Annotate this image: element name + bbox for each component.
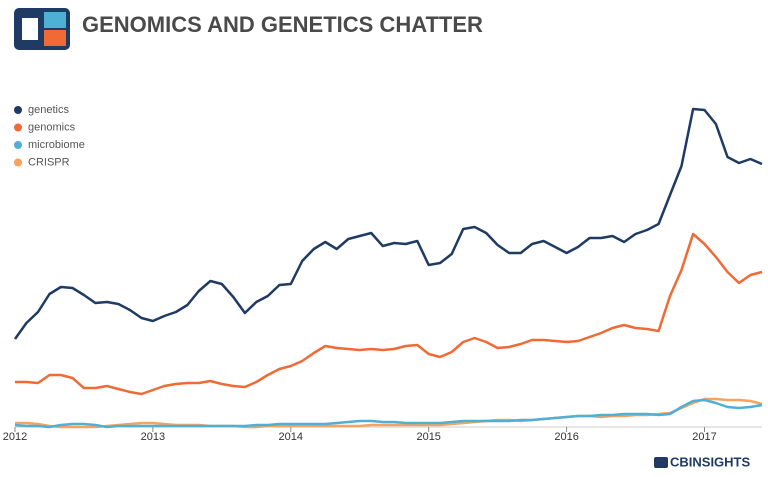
legend-label: microbiome [28,139,85,151]
x-tick-label: 2012 [3,431,27,443]
legend-marker [14,158,22,167]
legend-label: genomics [28,121,76,133]
logo-part [22,18,38,40]
chart-title: GENOMICS AND GENETICS CHATTER [82,12,483,37]
x-tick-label: 2017 [692,431,716,443]
brand-text: CBINSIGHTS [670,454,751,469]
brand-icon [654,457,668,468]
legend-marker [14,106,22,114]
legend-marker [14,141,22,149]
x-tick-label: 2013 [141,431,165,443]
legend-label: genetics [28,104,69,116]
series-line [13,107,763,340]
legend-label: CRISPR [28,156,70,168]
x-tick-label: 2014 [279,431,303,443]
series-line [15,232,763,396]
logo-part [44,30,66,46]
brand: CBINSIGHTS [654,454,751,469]
x-tick-label: 2016 [554,431,578,443]
logo-part [44,12,66,28]
legend-marker [14,123,22,132]
series-line [14,398,763,429]
x-tick-label: 2015 [416,431,440,443]
logo [14,8,70,50]
